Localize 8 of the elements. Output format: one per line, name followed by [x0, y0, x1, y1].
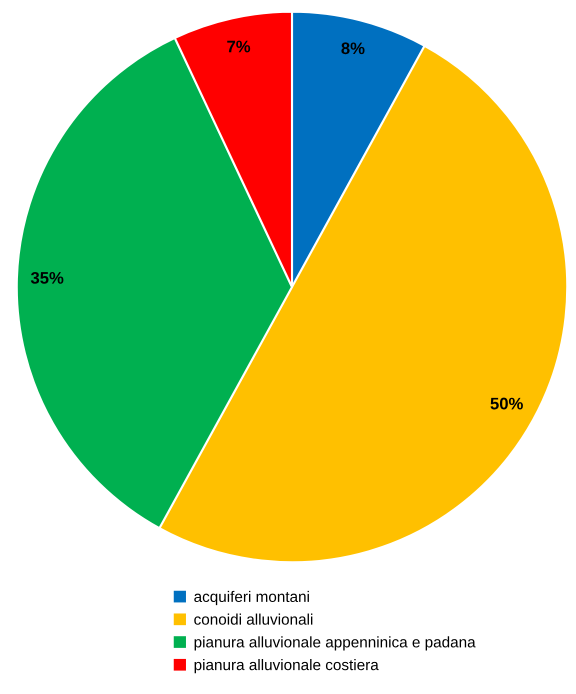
- legend-label: conoidi alluvionali: [194, 614, 312, 625]
- legend-label: pianura alluvionale appenninica e padana: [194, 636, 476, 651]
- legend-label: pianura alluvionale costiera: [194, 659, 379, 674]
- data-label: 7%: [227, 40, 250, 52]
- data-label: 8%: [341, 42, 365, 54]
- legend-label: acquiferi montani: [194, 590, 309, 606]
- data-label: 35%: [30, 272, 64, 284]
- data-label: 50%: [490, 398, 523, 410]
